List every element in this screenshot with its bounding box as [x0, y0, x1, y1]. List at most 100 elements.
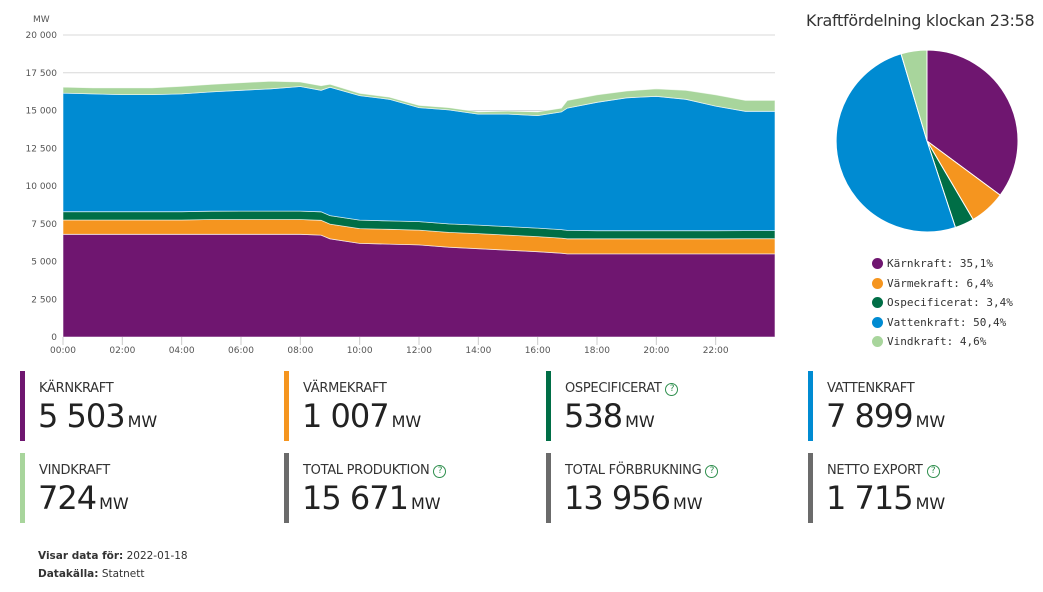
x-tick-label: 20:00	[643, 346, 669, 356]
card-label: OSPECIFICERAT?	[565, 381, 679, 396]
card-label: NETTO EXPORT?	[827, 463, 940, 478]
card-color-bar	[546, 371, 551, 441]
stat-card-netto-export: NETTO EXPORT? 1 715 MW	[808, 453, 1043, 523]
date-line: Visar data för: 2022-01-18	[38, 547, 188, 565]
card-label: TOTAL PRODUKTION?	[303, 463, 447, 478]
legend-item[interactable]: Kärnkraft: 35,1%	[872, 254, 1013, 274]
card-value-number: 1 715	[826, 479, 914, 517]
card-value-number: 7 899	[826, 397, 914, 435]
card-color-bar	[808, 371, 813, 441]
card-label: KÄRNKRAFT	[39, 381, 114, 396]
legend-item[interactable]: Vindkraft: 4,6%	[872, 332, 1013, 352]
card-value-number: 724	[38, 479, 97, 517]
x-tick-label: 10:00	[347, 346, 373, 356]
card-value: 1 715 MW	[826, 479, 945, 517]
legend-label: Kärnkraft: 35,1%	[887, 257, 993, 271]
legend-label: Vattenkraft: 50,4%	[887, 315, 1007, 329]
x-tick-label: 06:00	[228, 346, 254, 356]
card-color-bar	[546, 453, 551, 523]
stat-card-värmekraft: VÄRMEKRAFT 1 007 MW	[284, 371, 534, 441]
card-value: 1 007 MW	[302, 397, 421, 435]
card-label-text: VÄRMEKRAFT	[303, 381, 387, 396]
card-value-unit: MW	[915, 412, 946, 431]
card-color-bar	[20, 453, 25, 523]
card-value: 724 MW	[38, 479, 129, 517]
x-tick-label: 02:00	[109, 346, 135, 356]
x-tick-label: 08:00	[287, 346, 313, 356]
help-icon[interactable]: ?	[665, 383, 679, 396]
card-value: 7 899 MW	[826, 397, 945, 435]
card-value: 538 MW	[564, 397, 655, 435]
card-label-text: NETTO EXPORT	[827, 463, 923, 478]
help-icon[interactable]: ?	[433, 465, 447, 478]
source-line: Datakälla: Statnett	[38, 565, 188, 583]
y-tick-label: 12 500	[26, 144, 58, 154]
x-tick-label: 16:00	[525, 346, 551, 356]
x-tick-label: 04:00	[169, 346, 195, 356]
legend-item[interactable]: Vattenkraft: 50,4%	[872, 313, 1013, 333]
legend-dot-icon	[872, 258, 883, 270]
card-value-unit: MW	[99, 494, 129, 513]
y-axis-label: MW	[33, 15, 50, 25]
card-color-bar	[284, 453, 289, 523]
stat-card-ospecificerat: OSPECIFICERAT? 538 MW	[546, 371, 796, 441]
legend-item[interactable]: Ospecificerat: 3,4%	[872, 293, 1013, 313]
card-value-number: 538	[564, 397, 623, 435]
y-tick-label: 17 500	[26, 69, 58, 79]
card-label-text: VINDKRAFT	[39, 463, 110, 478]
card-value-number: 13 956	[564, 479, 671, 517]
card-value-number: 15 671	[302, 479, 409, 517]
y-tick-label: 0	[51, 333, 57, 343]
card-value-unit: MW	[127, 412, 158, 431]
pie-slice-vattenkraft[interactable]	[835, 53, 957, 233]
y-tick-label: 15 000	[26, 107, 58, 117]
y-tick-label: 7 500	[31, 220, 57, 230]
help-icon[interactable]: ?	[705, 465, 719, 478]
date-value: 2022-01-18	[126, 550, 188, 562]
legend-dot-icon	[872, 277, 883, 289]
x-tick-label: 14:00	[465, 346, 491, 356]
card-label-text: KÄRNKRAFT	[39, 381, 114, 396]
card-value: 15 671 MW	[302, 479, 441, 517]
x-tick-label: 22:00	[703, 346, 729, 356]
footer: Visar data för: 2022-01-18 Datakälla: St…	[38, 547, 188, 583]
card-value-unit: MW	[672, 494, 703, 513]
legend-item[interactable]: Värmekraft: 6,4%	[872, 274, 1013, 294]
pie-slice-vindkraft[interactable]	[900, 49, 928, 142]
legend-label: Vindkraft: 4,6%	[887, 335, 987, 349]
card-value-unit: MW	[625, 412, 655, 431]
area-vindkraft	[62, 80, 776, 117]
x-tick-label: 18:00	[584, 346, 610, 356]
x-tick-label: 00:00	[50, 346, 76, 356]
legend-dot-icon	[872, 336, 883, 348]
stat-card-vindkraft: VINDKRAFT 724 MW	[20, 453, 270, 523]
stat-card-total-produktion: TOTAL PRODUKTION? 15 671 MW	[284, 453, 534, 523]
card-label-text: TOTAL PRODUKTION	[303, 463, 430, 478]
card-value-unit: MW	[915, 494, 946, 513]
stat-card-vattenkraft: VATTENKRAFT 7 899 MW	[808, 371, 1043, 441]
stat-card-total-förbrukning: TOTAL FÖRBRUKNING? 13 956 MW	[546, 453, 796, 523]
card-value: 13 956 MW	[564, 479, 703, 517]
card-label: VÄRMEKRAFT	[303, 381, 387, 396]
stat-card-kärnkraft: KÄRNKRAFT 5 503 MW	[20, 371, 270, 441]
card-value-unit: MW	[391, 412, 422, 431]
card-value-number: 1 007	[302, 397, 390, 435]
legend-label: Ospecificerat: 3,4%	[887, 296, 1013, 310]
card-label-text: OSPECIFICERAT	[565, 381, 662, 396]
x-tick-label: 12:00	[406, 346, 432, 356]
y-tick-label: 10 000	[26, 182, 58, 192]
card-label: VINDKRAFT	[39, 463, 110, 478]
card-color-bar	[284, 371, 289, 441]
card-label-text: TOTAL FÖRBRUKNING	[565, 463, 702, 478]
pie-slice-kärnkraft[interactable]	[926, 49, 1019, 196]
help-icon[interactable]: ?	[926, 465, 940, 478]
legend-dot-icon	[872, 297, 883, 309]
y-tick-label: 5 000	[31, 258, 57, 268]
source-value: Statnett	[101, 568, 145, 580]
legend-dot-icon	[872, 316, 883, 328]
pie-legend: Kärnkraft: 35,1% Värmekraft: 6,4% Ospecifi…	[872, 254, 1013, 352]
pie-chart	[835, 49, 1019, 233]
card-label-text: VATTENKRAFT	[827, 381, 915, 396]
card-color-bar	[808, 453, 813, 523]
